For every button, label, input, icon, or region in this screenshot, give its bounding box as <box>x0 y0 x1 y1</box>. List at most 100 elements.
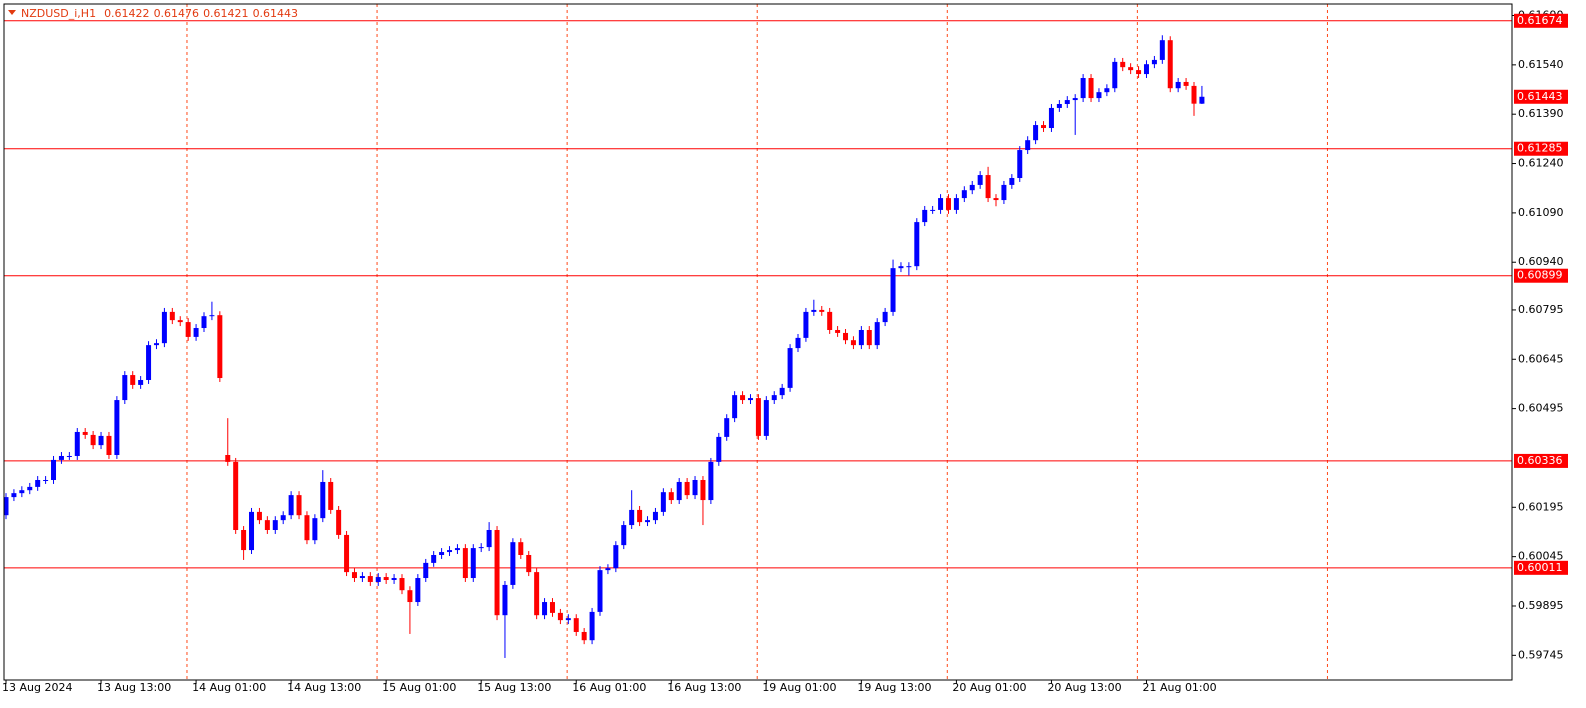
menu-arrow[interactable] <box>8 10 16 15</box>
candle-body <box>114 400 120 455</box>
candle-body <box>193 328 199 337</box>
current-price-bg <box>1514 89 1568 104</box>
level-label: 0.61285 <box>1517 142 1563 155</box>
candle-body <box>264 520 270 530</box>
candle-body <box>1112 61 1118 89</box>
candle-body <box>882 311 888 323</box>
candle-body <box>233 461 239 530</box>
candle-body <box>724 418 730 437</box>
candle-body <box>288 495 294 516</box>
candle-body <box>1167 40 1173 89</box>
candle-body <box>557 612 563 621</box>
plot-border <box>3 3 1513 681</box>
candle-body <box>177 320 183 323</box>
candle-body <box>1128 67 1134 71</box>
candle-body <box>1136 70 1142 75</box>
candle-body <box>969 184 975 191</box>
x-tick-label: 16 Aug 01:00 <box>572 681 646 694</box>
candle-body <box>613 545 619 569</box>
candle-body <box>850 340 856 346</box>
candle-body <box>890 268 896 312</box>
candle-body <box>581 631 587 641</box>
candle-body <box>249 511 255 551</box>
level-label-bg <box>1514 141 1568 156</box>
candle-body <box>138 379 144 385</box>
candle-body <box>629 509 635 526</box>
candle-body <box>843 332 849 341</box>
candle-body <box>1088 78 1094 99</box>
candle-body <box>1096 92 1102 99</box>
candle-body <box>732 395 738 419</box>
candle-body <box>351 572 357 579</box>
candle-body <box>534 572 540 616</box>
level-label-bg <box>1514 13 1568 28</box>
candle-body <box>391 578 397 580</box>
candle-body <box>1175 81 1181 89</box>
candle-body <box>811 309 817 312</box>
candle-body <box>676 481 682 501</box>
candle-body <box>312 518 318 541</box>
candle-body <box>637 509 643 523</box>
candle-body <box>383 577 389 580</box>
candle-body <box>835 329 841 333</box>
header-open: 0.61422 <box>104 7 150 20</box>
candle-body <box>1199 96 1205 104</box>
candle-body <box>478 547 484 549</box>
candle-body <box>518 542 524 555</box>
y-tick-label: 0.60495 <box>1518 402 1564 415</box>
candle-body <box>716 436 722 462</box>
candle-body <box>344 534 350 573</box>
candle-body <box>439 552 445 555</box>
candle-body <box>771 395 777 401</box>
candle-body <box>898 266 904 269</box>
candle-body <box>367 576 373 582</box>
candle-body <box>747 398 753 401</box>
x-tick-label: 14 Aug 01:00 <box>192 681 266 694</box>
candle-body <box>1017 150 1023 179</box>
candle-body <box>779 387 785 396</box>
candle-body <box>336 509 342 535</box>
candle-body <box>161 311 167 344</box>
candle-body <box>209 315 215 317</box>
candle-body <box>217 315 223 379</box>
current-price-label: 0.61443 <box>1517 90 1563 103</box>
level-label: 0.60011 <box>1517 561 1563 574</box>
candle-body <box>470 548 476 579</box>
candle-body <box>787 348 793 388</box>
candle-body <box>930 209 936 211</box>
candle-body <box>755 398 761 436</box>
candle-body <box>945 198 951 210</box>
x-tick-label: 13 Aug 13:00 <box>97 681 171 694</box>
candle-body <box>98 435 104 446</box>
candle-body <box>11 493 17 498</box>
candle-body <box>668 492 674 501</box>
candle-body <box>146 345 152 380</box>
candle-body <box>106 435 112 455</box>
candle-body <box>35 479 41 487</box>
candle-body <box>1056 104 1062 108</box>
candle-body <box>914 222 920 267</box>
level-label-bg <box>1514 453 1568 468</box>
candle-body <box>1104 88 1110 93</box>
candle-body <box>359 576 365 579</box>
candle-body <box>399 578 405 591</box>
candle-body <box>652 511 658 521</box>
candle-body <box>1001 184 1007 201</box>
y-tick-label: 0.59895 <box>1518 599 1564 612</box>
candle-body <box>645 520 651 523</box>
candle-body <box>1064 100 1070 105</box>
x-tick-label: 19 Aug 13:00 <box>857 681 931 694</box>
candle-body <box>454 548 460 551</box>
candle-body <box>225 454 231 462</box>
candle-body <box>3 497 9 516</box>
y-tick-label: 0.61090 <box>1518 206 1564 219</box>
y-tick-label: 0.61390 <box>1518 107 1564 120</box>
candle-body <box>1191 85 1197 104</box>
candle-body <box>82 431 88 435</box>
candle-body <box>1151 59 1157 65</box>
x-tick-label: 14 Aug 13:00 <box>287 681 361 694</box>
candle-body <box>993 198 999 201</box>
candle-body <box>486 529 492 548</box>
candle-body <box>43 479 49 481</box>
